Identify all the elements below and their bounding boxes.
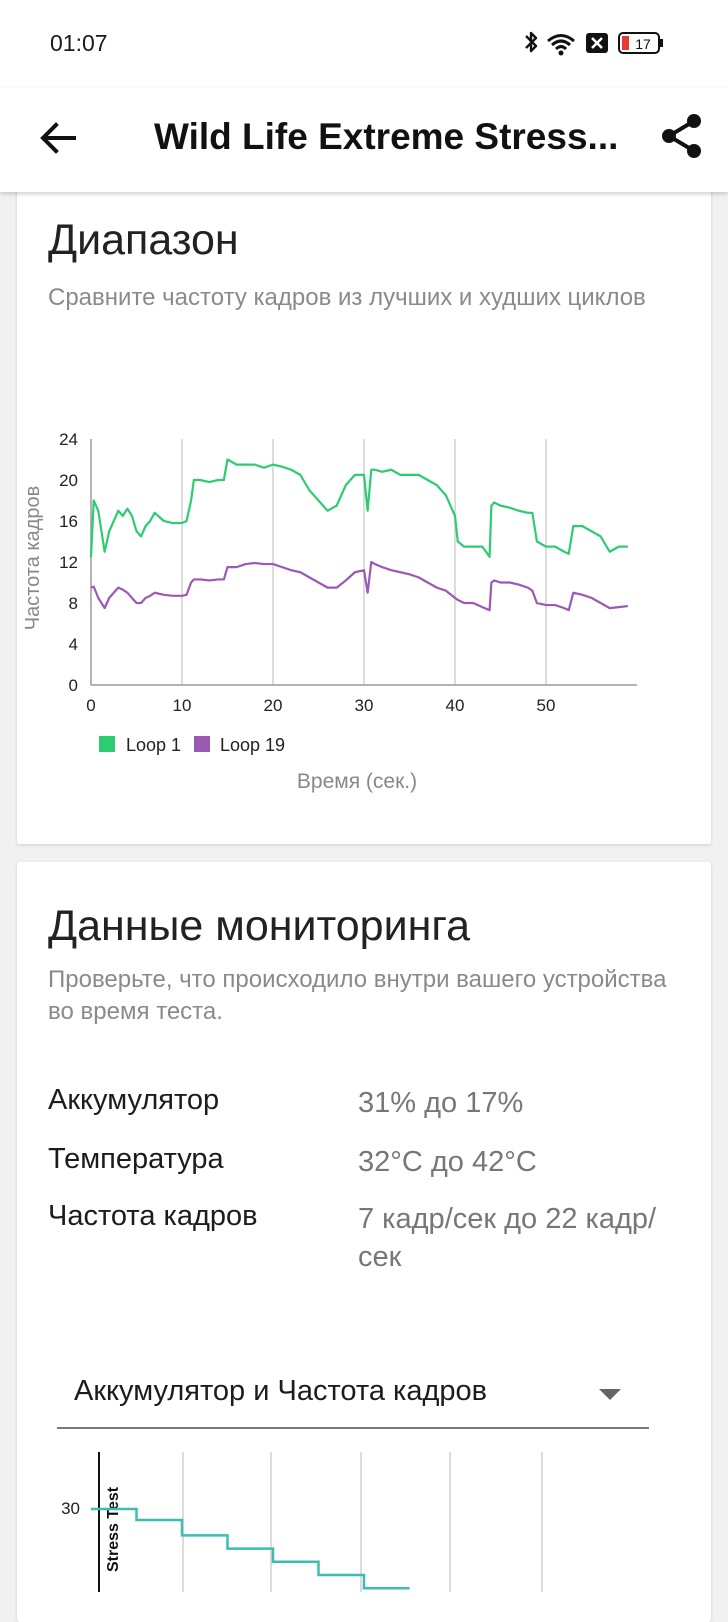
x-tick-label: 50 — [537, 696, 556, 715]
y-tick-label: 12 — [59, 553, 78, 572]
stat-label: Частота кадров — [48, 1200, 258, 1232]
stat-value: 32°C до 42°C — [358, 1146, 537, 1178]
y-tick-label: 20 — [59, 471, 78, 490]
x-tick-label: 30 — [355, 696, 374, 715]
legend-swatch-loop-1 — [99, 736, 115, 752]
share-icon[interactable] — [656, 110, 708, 162]
stat-value: 7 кадр/сек до 22 кадр/сек — [358, 1203, 657, 1273]
chart-type-dropdown[interactable]: Аккумулятор и Частота кадров — [57, 1367, 649, 1429]
stat-value: 31% до 17% — [358, 1087, 524, 1119]
series-line-loop-1 — [89, 458, 628, 558]
chart-legend: Loop 1 Loop 19 — [99, 735, 285, 755]
range-card-title: Диапазон — [48, 216, 239, 264]
y-tick-label: 30 — [61, 1499, 80, 1518]
legend-label-loop-1: Loop 1 — [126, 735, 181, 755]
status-time: 01:07 — [50, 30, 108, 56]
x-tick-label: 10 — [173, 696, 192, 715]
range-chart: 0 4 8 12 16 20 24 0 10 20 30 40 50 Частота кадров В… — [22, 430, 637, 793]
series-line-loop-19 — [90, 560, 629, 612]
range-card: Диапазон Сравните частоту кадров из лучш… — [17, 180, 711, 844]
x-axis-label: Время (сек.) — [297, 770, 417, 793]
y-tick-label: 16 — [59, 512, 78, 531]
x-tick-label: 0 — [86, 696, 95, 715]
battery-level: 17 — [635, 36, 651, 52]
page-title: Wild Life Extreme Stress... — [154, 116, 619, 157]
x-tick-label: 20 — [264, 696, 283, 715]
notification-x-icon — [586, 33, 608, 53]
stat-label: Температура — [48, 1143, 224, 1175]
dropdown-selected-value: Аккумулятор и Частота кадров — [74, 1375, 488, 1407]
y-tick-label: 24 — [59, 430, 78, 449]
monitoring-card-subtitle: Проверьте, что происходило внутри вашего… — [48, 966, 667, 1025]
monitoring-chart: Stress Test 30 — [61, 1452, 543, 1592]
y-tick-label: 0 — [69, 676, 78, 695]
wifi-icon — [547, 34, 575, 56]
status-icons: 17 — [525, 31, 663, 56]
range-card-subtitle: Сравните частоту кадров из лучших и худш… — [48, 284, 646, 311]
y-tick-label: 4 — [69, 635, 78, 654]
legend-label-loop-19: Loop 19 — [220, 735, 285, 755]
app-bar: Wild Life Extreme Stress... — [0, 88, 728, 192]
battery-icon: 17 — [618, 32, 663, 54]
stat-label: Аккумулятор — [48, 1084, 220, 1116]
bluetooth-icon — [525, 31, 538, 53]
legend-swatch-loop-19 — [194, 736, 210, 752]
status-bar: 01:07 17 — [0, 0, 728, 88]
monitoring-card-title: Данные мониторинга — [48, 902, 471, 950]
y-tick-label: 8 — [69, 594, 78, 613]
y-axis-label: Частота кадров — [22, 486, 44, 631]
x-tick-label: 40 — [446, 696, 465, 715]
monitoring-card: Данные мониторинга Проверьте, что происх… — [17, 862, 711, 1622]
stress-test-label: Stress Test — [105, 1486, 122, 1572]
arrow-left-icon[interactable] — [34, 114, 82, 162]
battery-series-line — [91, 1507, 410, 1590]
dropdown-arrow-icon — [599, 1389, 621, 1400]
